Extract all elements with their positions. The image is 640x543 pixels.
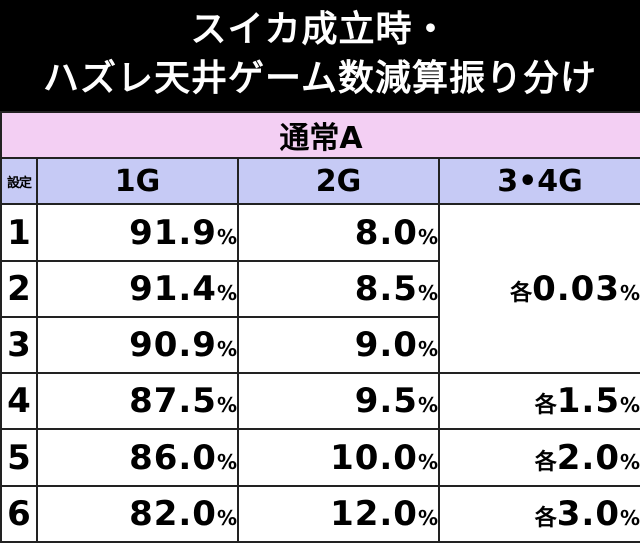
table-row: 3 90.9% 9.0% [0, 315, 640, 375]
setting-cell: 5 [0, 428, 38, 487]
percent-unit: % [619, 505, 640, 530]
percent-unit: % [417, 280, 438, 305]
percent-unit: % [216, 337, 237, 362]
value: 90.9 [129, 325, 217, 366]
percent-unit: % [216, 393, 237, 418]
group-label: 通常A [0, 110, 640, 160]
value: 9.5 [354, 381, 418, 422]
percent-unit: % [216, 280, 237, 305]
percent-unit: % [417, 337, 438, 362]
value-3-4g: 各3.0% [437, 484, 640, 543]
percent-unit: % [619, 393, 640, 418]
value-1g: 90.9% [36, 315, 239, 375]
title-line-1: スイカ成立時・ [190, 9, 450, 50]
value: 87.5 [129, 381, 217, 422]
percent-unit: % [216, 224, 237, 249]
value: 86.0 [129, 437, 217, 478]
value-1g: 86.0% [36, 428, 239, 487]
value: 82.0 [129, 493, 217, 534]
each-prefix: 各 [534, 449, 557, 475]
value-1g: 91.9% [36, 203, 239, 262]
distribution-table: 通常A 設定 1G 2G 3•4G 1 91.9% 8.0% 各0.03% 2 … [0, 110, 640, 543]
column-header-row: 設定 1G 2G 3•4G [0, 157, 640, 206]
column-header-2g: 2G [237, 157, 440, 206]
table-row: 2 91.4% 8.5% [0, 259, 640, 318]
value-2g: 12.0% [237, 484, 440, 543]
value-1g: 82.0% [36, 484, 239, 543]
value-3-4g-settings-1-3: 各0.03% [437, 203, 640, 375]
table-row: 4 87.5% 9.5% 各1.5% [0, 372, 640, 431]
value-2g: 9.0% [237, 315, 440, 375]
value-2g: 8.5% [237, 259, 440, 318]
value-1g: 87.5% [36, 372, 239, 431]
percent-unit: % [216, 449, 237, 474]
percent-unit: % [417, 224, 438, 249]
value-3-4g: 各2.0% [437, 428, 640, 487]
group-header-row: 通常A [0, 110, 640, 160]
value-2g: 9.5% [237, 372, 440, 431]
title-banner: スイカ成立時・ ハズレ天井ゲーム数減算振り分け [0, 0, 640, 111]
table-row: 6 82.0% 12.0% 各3.0% [0, 484, 640, 543]
value-2g: 10.0% [237, 428, 440, 487]
value: 3.0 [556, 493, 620, 534]
each-prefix: 各 [534, 393, 557, 419]
percent-unit: % [417, 505, 438, 530]
percent-unit: % [417, 393, 438, 418]
value: 9.0 [354, 325, 418, 366]
value: 8.5 [354, 268, 418, 309]
each-prefix: 各 [510, 280, 533, 306]
value: 91.4 [129, 268, 217, 309]
percent-unit: % [417, 449, 438, 474]
value: 12.0 [330, 493, 418, 534]
percent-unit: % [619, 280, 640, 305]
column-header-3-4g: 3•4G [437, 157, 640, 206]
value: 91.9 [129, 212, 217, 253]
value-2g: 8.0% [237, 203, 440, 262]
value-3-4g: 各1.5% [437, 372, 640, 431]
table-row: 1 91.9% 8.0% 各0.03% [0, 203, 640, 375]
value: 8.0 [354, 212, 418, 253]
title-line-2: ハズレ天井ゲーム数減算振り分け [43, 58, 597, 99]
column-header-1g: 1G [36, 157, 239, 206]
setting-cell: 4 [0, 372, 38, 431]
value-1g: 91.4% [36, 259, 239, 318]
value: 10.0 [330, 437, 418, 478]
setting-cell: 3 [0, 315, 38, 375]
setting-cell: 2 [0, 259, 38, 318]
percent-unit: % [619, 449, 640, 474]
value: 1.5 [556, 381, 620, 422]
table-row: 5 86.0% 10.0% 各2.0% [0, 428, 640, 487]
column-header-setting: 設定 [0, 157, 38, 206]
percent-unit: % [216, 505, 237, 530]
setting-cell: 6 [0, 484, 38, 543]
value: 0.03 [532, 268, 620, 309]
each-prefix: 各 [534, 505, 557, 531]
setting-cell: 1 [0, 203, 38, 262]
value: 2.0 [556, 437, 620, 478]
